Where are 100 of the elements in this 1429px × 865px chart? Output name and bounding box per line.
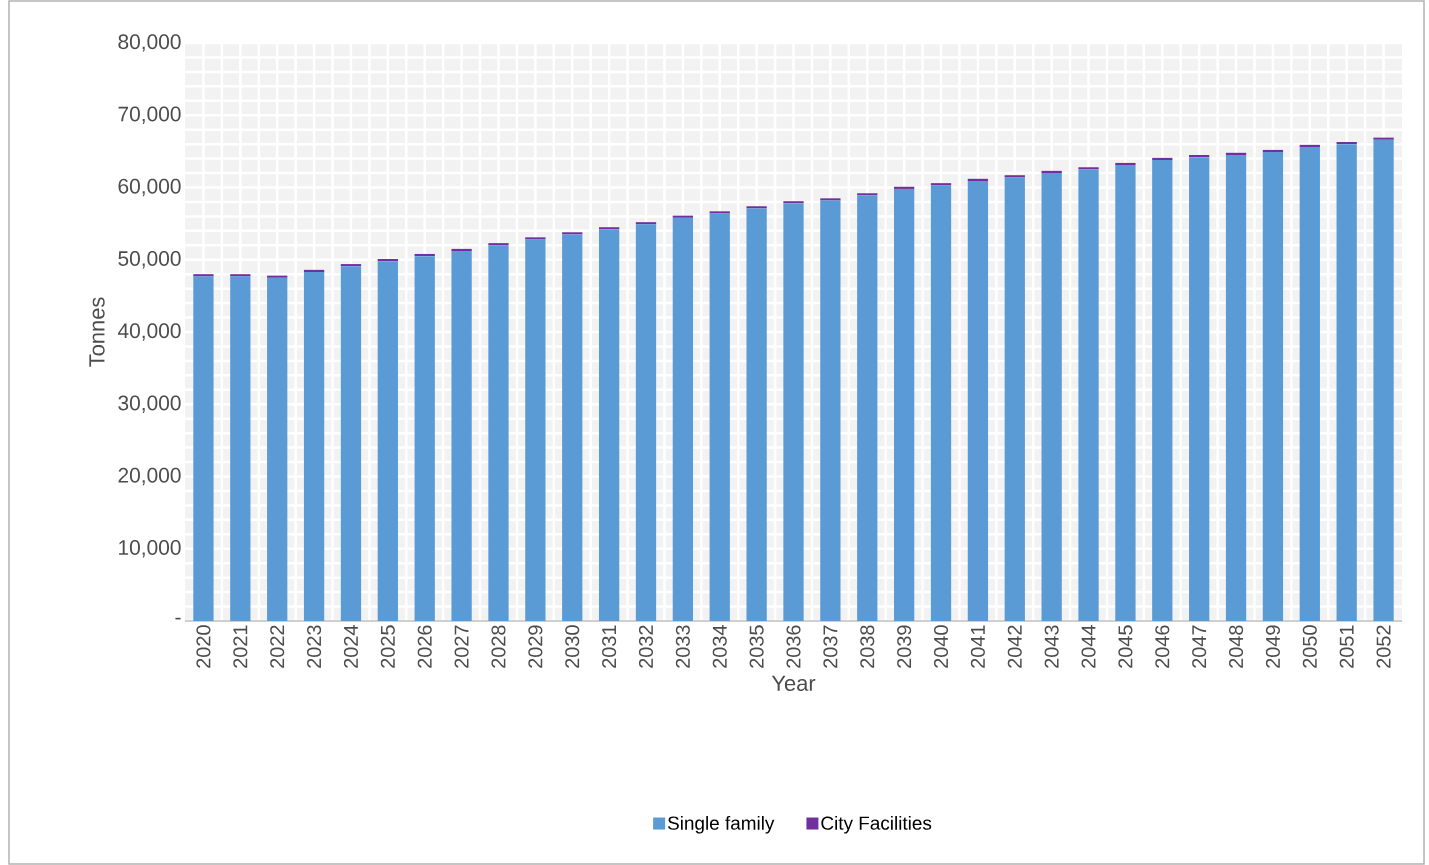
bar	[1373, 139, 1394, 621]
x-tick-label: 2021	[233, 625, 248, 668]
bar	[340, 264, 362, 267]
x-tick-label: 2031	[602, 625, 617, 668]
x-tick-label: 2048	[1229, 625, 1244, 668]
bar	[967, 180, 989, 621]
bar	[894, 188, 915, 621]
bar	[267, 277, 288, 621]
x-tick-label: 2020	[196, 625, 211, 668]
bar	[303, 272, 325, 621]
x-tick-label: 2025	[380, 625, 395, 668]
x-tick-label: 2030	[565, 625, 580, 668]
x-axis-title: Year	[771, 675, 816, 691]
x-tick-label: 2041	[970, 625, 985, 668]
y-tick-label: 60,000	[118, 178, 181, 197]
bar	[783, 201, 804, 204]
bar	[1373, 137, 1394, 140]
x-tick-label: 2039	[897, 625, 912, 668]
bar	[414, 256, 435, 621]
bar	[1225, 154, 1247, 621]
bar	[1225, 152, 1247, 155]
y-tick-label: 30,000	[118, 395, 181, 413]
bar	[193, 276, 214, 621]
bar	[746, 206, 767, 209]
x-tick-label: 2043	[1044, 625, 1059, 668]
x-tick-label: 2047	[1192, 625, 1207, 668]
bar	[820, 198, 841, 201]
bar	[414, 253, 435, 257]
x-tick-label: 2022	[270, 625, 285, 668]
bar	[525, 239, 546, 621]
bar	[1189, 154, 1210, 158]
x-tick-label: 2050	[1302, 625, 1317, 668]
bar	[1299, 144, 1320, 148]
y-tick-label: 20,000	[118, 467, 181, 486]
x-tick-label: 2052	[1376, 625, 1391, 668]
x-tick-label: 2045	[1118, 625, 1133, 668]
x-tick-label: 2036	[786, 625, 801, 668]
bar	[1115, 162, 1136, 166]
bar	[1262, 152, 1284, 621]
x-tick-label: 2044	[1081, 625, 1096, 668]
bar	[1004, 175, 1025, 178]
bar	[267, 275, 288, 278]
bar	[230, 274, 251, 277]
bar	[525, 237, 546, 240]
x-tick-label: 2040	[933, 625, 949, 668]
bar	[1336, 141, 1357, 145]
bar	[598, 229, 620, 621]
bar	[746, 208, 767, 621]
x-tick-label: 2042	[1007, 625, 1022, 668]
bar	[1299, 147, 1320, 621]
y-tick-label: 70,000	[118, 106, 181, 124]
bar	[820, 200, 841, 621]
bar	[562, 234, 583, 621]
y-tick-label: 40,000	[117, 323, 181, 341]
legend-label: Single family	[667, 815, 775, 834]
bar	[1041, 173, 1062, 621]
bar	[1078, 169, 1099, 621]
bar	[709, 213, 730, 621]
bar	[451, 251, 472, 621]
bar	[857, 195, 878, 621]
x-tick-label: 2034	[712, 625, 727, 668]
bar	[303, 269, 325, 273]
bar	[1004, 177, 1025, 621]
bar	[857, 193, 878, 196]
bar	[451, 248, 472, 252]
bar	[1189, 157, 1210, 621]
y-axis-title: Tonnes	[89, 297, 105, 367]
y-tick-label: 80,000	[118, 34, 181, 52]
bar	[377, 261, 398, 621]
x-tick-label: 2032	[638, 625, 654, 668]
x-tick-label: 2027	[454, 625, 469, 668]
x-tick-label: 2026	[417, 625, 432, 668]
y-tick-label: 50,000	[118, 251, 181, 269]
bar	[1078, 167, 1099, 170]
bar	[1041, 170, 1062, 174]
bar	[488, 245, 509, 621]
bar	[193, 274, 214, 277]
bar	[340, 266, 362, 621]
bar	[672, 215, 694, 218]
bar	[1262, 149, 1284, 153]
bar	[635, 222, 657, 225]
y-tick-label: -	[175, 617, 181, 620]
x-tick-label: 2037	[823, 625, 838, 668]
bar	[1336, 144, 1357, 621]
bar	[230, 276, 251, 621]
x-tick-label: 2033	[675, 625, 690, 668]
x-tick-label: 2029	[528, 625, 543, 668]
bar	[672, 217, 694, 621]
bar	[1152, 160, 1173, 621]
bar	[488, 243, 509, 246]
bar	[1115, 165, 1136, 621]
x-tick-label: 2046	[1155, 625, 1170, 668]
x-tick-label: 2038	[860, 625, 875, 668]
bar	[783, 203, 804, 621]
bar	[930, 183, 952, 186]
bar	[967, 178, 989, 181]
legend-label: City Facilities	[821, 815, 932, 834]
x-tick-label: 2023	[307, 625, 322, 668]
x-tick-label: 2024	[343, 625, 359, 668]
bar	[598, 227, 620, 230]
